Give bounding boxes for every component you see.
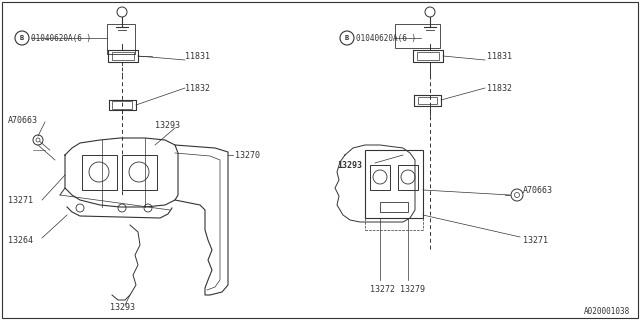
Text: 13293: 13293 [337,161,362,170]
Text: B: B [20,35,24,41]
Text: 13293: 13293 [110,303,135,313]
Text: 11831: 11831 [487,52,512,60]
Text: 13270: 13270 [235,150,260,159]
Text: 13272: 13272 [370,285,395,294]
Text: 11832: 11832 [185,84,210,92]
Bar [417,52,439,60]
Text: A020001038: A020001038 [584,308,630,316]
Text: 13271: 13271 [8,196,33,204]
Text: 13264: 13264 [8,236,33,244]
Bar [112,52,134,60]
Text: 11831: 11831 [185,52,210,60]
Bar [365,150,423,218]
Text: 13271: 13271 [523,236,548,244]
Bar [418,97,437,104]
Text: 01040620A(6 ): 01040620A(6 ) [356,34,416,43]
Text: A70663: A70663 [8,116,38,124]
Bar [112,101,132,109]
Bar [370,165,390,190]
Bar [107,24,135,54]
Text: 13279: 13279 [400,285,425,294]
Text: A70663: A70663 [523,186,553,195]
Bar [395,24,440,48]
Bar [122,155,157,190]
Text: 13293: 13293 [155,121,180,130]
Bar [398,165,418,190]
Text: 11832: 11832 [487,84,512,92]
Bar [380,202,408,212]
Text: B: B [345,35,349,41]
Bar [82,155,117,190]
Text: 01040620A(6 ): 01040620A(6 ) [31,34,91,43]
